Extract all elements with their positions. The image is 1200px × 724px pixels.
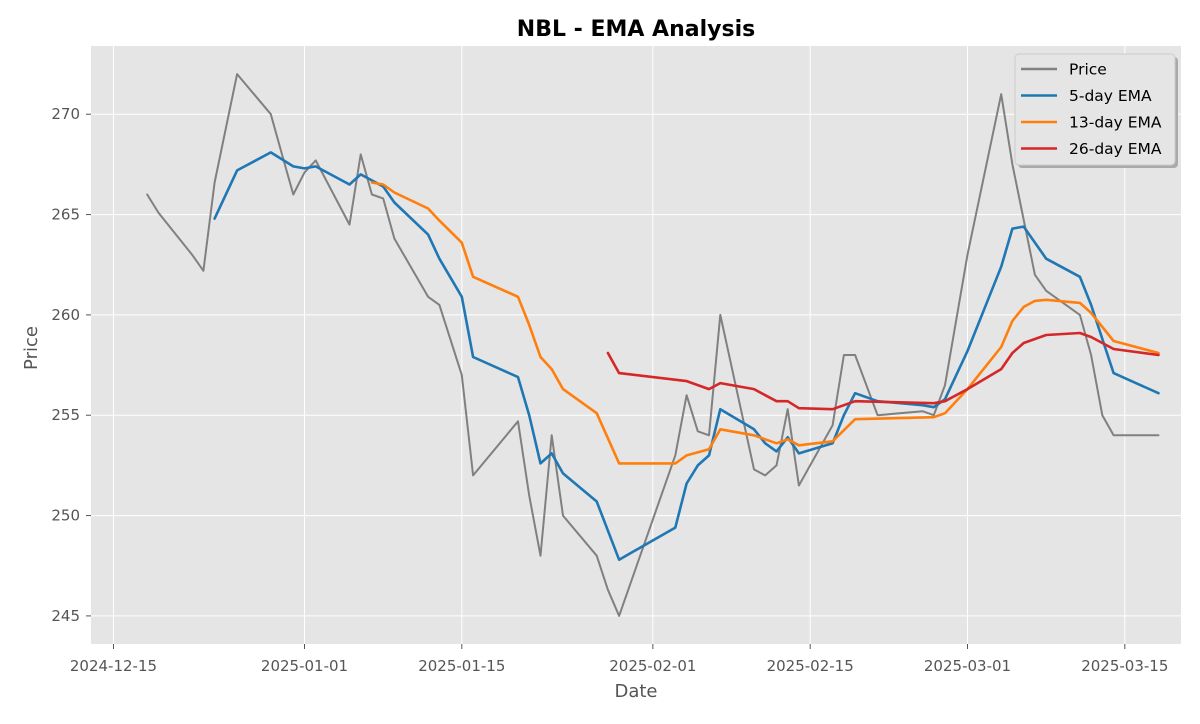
x-tick-label: 2025-02-01 bbox=[609, 657, 696, 675]
y-tick-label: 265 bbox=[51, 206, 80, 224]
x-tick-label: 2025-02-15 bbox=[767, 657, 854, 675]
y-tick-label: 245 bbox=[51, 607, 80, 625]
price-line bbox=[146, 73, 1160, 617]
legend-box bbox=[1014, 53, 1176, 166]
legend-label-13-day-ema: 13-day EMA bbox=[1069, 114, 1162, 132]
legend: Price 5-day EMA 13-day EMA 26-day EMA bbox=[1014, 53, 1178, 168]
x-tick-label: 2024-12-15 bbox=[70, 657, 157, 675]
x-tick-label: 2025-01-01 bbox=[261, 657, 348, 675]
x-axis-label: Date bbox=[614, 681, 657, 702]
x-tick-label: 2025-01-15 bbox=[418, 657, 505, 675]
13-day-ema-line bbox=[370, 181, 1160, 465]
x-tick-label: 2025-03-15 bbox=[1081, 657, 1168, 675]
y-tick-label: 260 bbox=[51, 306, 80, 324]
legend-label-price: Price bbox=[1069, 61, 1107, 79]
series-lines bbox=[146, 73, 1160, 617]
axes: 2024-12-15 2025-01-01 2025-01-15 2025-02-01… bbox=[51, 105, 1168, 675]
plot-area bbox=[91, 46, 1181, 644]
legend-label-26-day-ema: 26-day EMA bbox=[1069, 140, 1162, 158]
legend-label-5-day-ema: 5-day EMA bbox=[1069, 87, 1152, 105]
x-tick-label: 2025-03-01 bbox=[924, 657, 1011, 675]
y-tick-label: 270 bbox=[51, 105, 80, 123]
y-tick-label: 250 bbox=[51, 507, 80, 525]
chart-title: NBL - EMA Analysis bbox=[517, 17, 755, 42]
26-day-ema-line bbox=[606, 331, 1160, 411]
y-tick-label: 255 bbox=[51, 406, 80, 424]
y-axis-label: Price bbox=[21, 326, 42, 370]
